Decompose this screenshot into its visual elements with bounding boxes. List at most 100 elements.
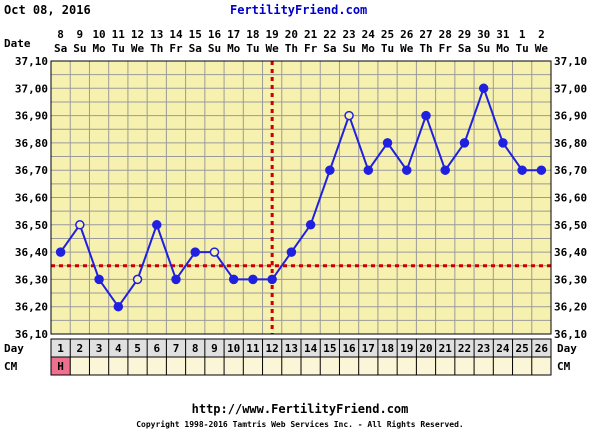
cycle-day-label: 4	[115, 342, 122, 355]
cycle-day-label: 10	[227, 342, 240, 355]
cycle-day-label: 8	[192, 342, 199, 355]
cycle-day-label: 14	[304, 342, 318, 355]
date-label: 1	[519, 28, 526, 41]
weekday-label: Th	[285, 42, 298, 55]
temperature-point[interactable]	[459, 138, 470, 148]
cycle-day-label: 12	[266, 342, 279, 355]
date-label: 18	[246, 28, 259, 41]
cycle-day-label: 25	[516, 342, 529, 355]
site-name[interactable]: FertilityFriend.com	[230, 3, 368, 17]
temperature-point[interactable]	[75, 220, 85, 230]
temperature-point[interactable]	[55, 247, 66, 257]
temperature-point[interactable]	[517, 165, 527, 175]
cycle-day-label: 11	[246, 342, 260, 355]
date-label: 24	[362, 28, 376, 41]
temperature-point[interactable]	[402, 165, 412, 175]
date-row-label: Date	[4, 37, 31, 50]
weekday-label: Tu	[246, 42, 259, 55]
weekday-label: We	[535, 42, 549, 55]
date-label: 8	[57, 28, 64, 41]
cm-row-border	[50, 356, 552, 376]
date-label: 19	[266, 28, 279, 41]
y-tick-label-right: 37,00	[554, 82, 587, 95]
temperature-point[interactable]	[267, 274, 277, 285]
weekday-label: Mo	[227, 42, 241, 55]
y-tick-label-right: 36,50	[554, 219, 587, 232]
temperature-point[interactable]	[498, 138, 508, 148]
y-tick-label-right: 36,40	[554, 246, 587, 259]
date-label: 20	[285, 28, 298, 41]
temperature-point[interactable]	[421, 110, 431, 121]
cycle-day-label: 6	[153, 342, 160, 355]
weekday-label: Mo	[362, 42, 376, 55]
temperature-point[interactable]	[190, 247, 200, 257]
date-label: 11	[112, 28, 126, 41]
y-tick-label-left: 36,50	[15, 219, 48, 232]
weekday-label: Sa	[54, 42, 67, 55]
date-label: 15	[189, 28, 202, 41]
weekday-label: Mo	[92, 42, 106, 55]
date-label: 22	[323, 28, 336, 41]
temperature-point[interactable]	[228, 274, 239, 285]
temperature-point[interactable]	[209, 247, 220, 257]
cycle-day-label: 24	[496, 342, 510, 355]
weekday-label: Tu	[381, 42, 394, 55]
cm-row-label-left: CM	[4, 360, 18, 373]
y-tick-label-left: 36,20	[15, 301, 48, 314]
weekday-label: Fr	[439, 42, 453, 55]
cycle-day-label: 2	[77, 342, 84, 355]
cm-row-label-right: CM	[557, 360, 571, 373]
temperature-point[interactable]	[478, 83, 489, 94]
temperature-point[interactable]	[152, 220, 162, 230]
temperature-point[interactable]	[325, 165, 335, 175]
temperature-point[interactable]	[536, 165, 547, 175]
date-label: 26	[400, 28, 414, 41]
temperature-point[interactable]	[171, 274, 181, 285]
cycle-day-label: 1	[57, 342, 64, 355]
cm-value: H	[57, 360, 64, 373]
date-label: 17	[227, 28, 240, 41]
temperature-point[interactable]	[382, 138, 393, 148]
bbt-chart: 36,10 36,10 36,20 36,20 36,30 36,30 36,40 36,40…	[4, 28, 587, 376]
y-tick-label-left: 37,00	[15, 82, 48, 95]
temperature-point[interactable]	[286, 247, 297, 257]
temperature-point[interactable]	[363, 165, 374, 175]
footer-copyright: Copyright 1998-2016 Tamtris Web Services…	[136, 420, 464, 429]
weekday-label: Su	[342, 42, 355, 55]
footer-url[interactable]: http://www.FertilityFriend.com	[191, 402, 409, 416]
weekday-label: Sa	[458, 42, 471, 55]
temperature-point[interactable]	[132, 274, 143, 285]
temperature-point[interactable]	[344, 110, 354, 121]
temperature-point[interactable]	[94, 274, 104, 285]
y-tick-label-left: 36,30	[15, 273, 48, 286]
weekday-label: Th	[419, 42, 432, 55]
date-label: 16	[208, 28, 222, 41]
y-tick-label-left: 36,40	[15, 246, 48, 259]
date-label: 25	[381, 28, 394, 41]
y-tick-label-left: 36,90	[15, 110, 48, 123]
date-label: 27	[419, 28, 432, 41]
y-tick-label-right: 36,70	[554, 164, 587, 177]
date-label: 30	[477, 28, 490, 41]
y-tick-label-right: 36,60	[554, 192, 587, 205]
weekday-label: Su	[477, 42, 490, 55]
cycle-day-label: 22	[458, 342, 471, 355]
temperature-point[interactable]	[440, 165, 450, 175]
cycle-day-label: 19	[400, 342, 413, 355]
weekday-label: Su	[208, 42, 221, 55]
day-row-label-left: Day	[4, 342, 24, 355]
temperature-point[interactable]	[248, 274, 258, 285]
date-label: 12	[131, 28, 144, 41]
cycle-day-label: 5	[134, 342, 141, 355]
weekday-label: Su	[73, 42, 86, 55]
temperature-line	[59, 85, 542, 309]
date-label: 2	[538, 28, 545, 41]
cycle-day-label: 26	[535, 342, 549, 355]
plot-border	[50, 60, 552, 335]
cycle-day-label: 9	[211, 342, 218, 355]
cycle-day-label: 21	[439, 342, 453, 355]
temperature-point[interactable]	[113, 301, 124, 312]
date-label: 9	[77, 28, 84, 41]
temperature-point[interactable]	[305, 220, 316, 230]
weekday-label: We	[131, 42, 145, 55]
